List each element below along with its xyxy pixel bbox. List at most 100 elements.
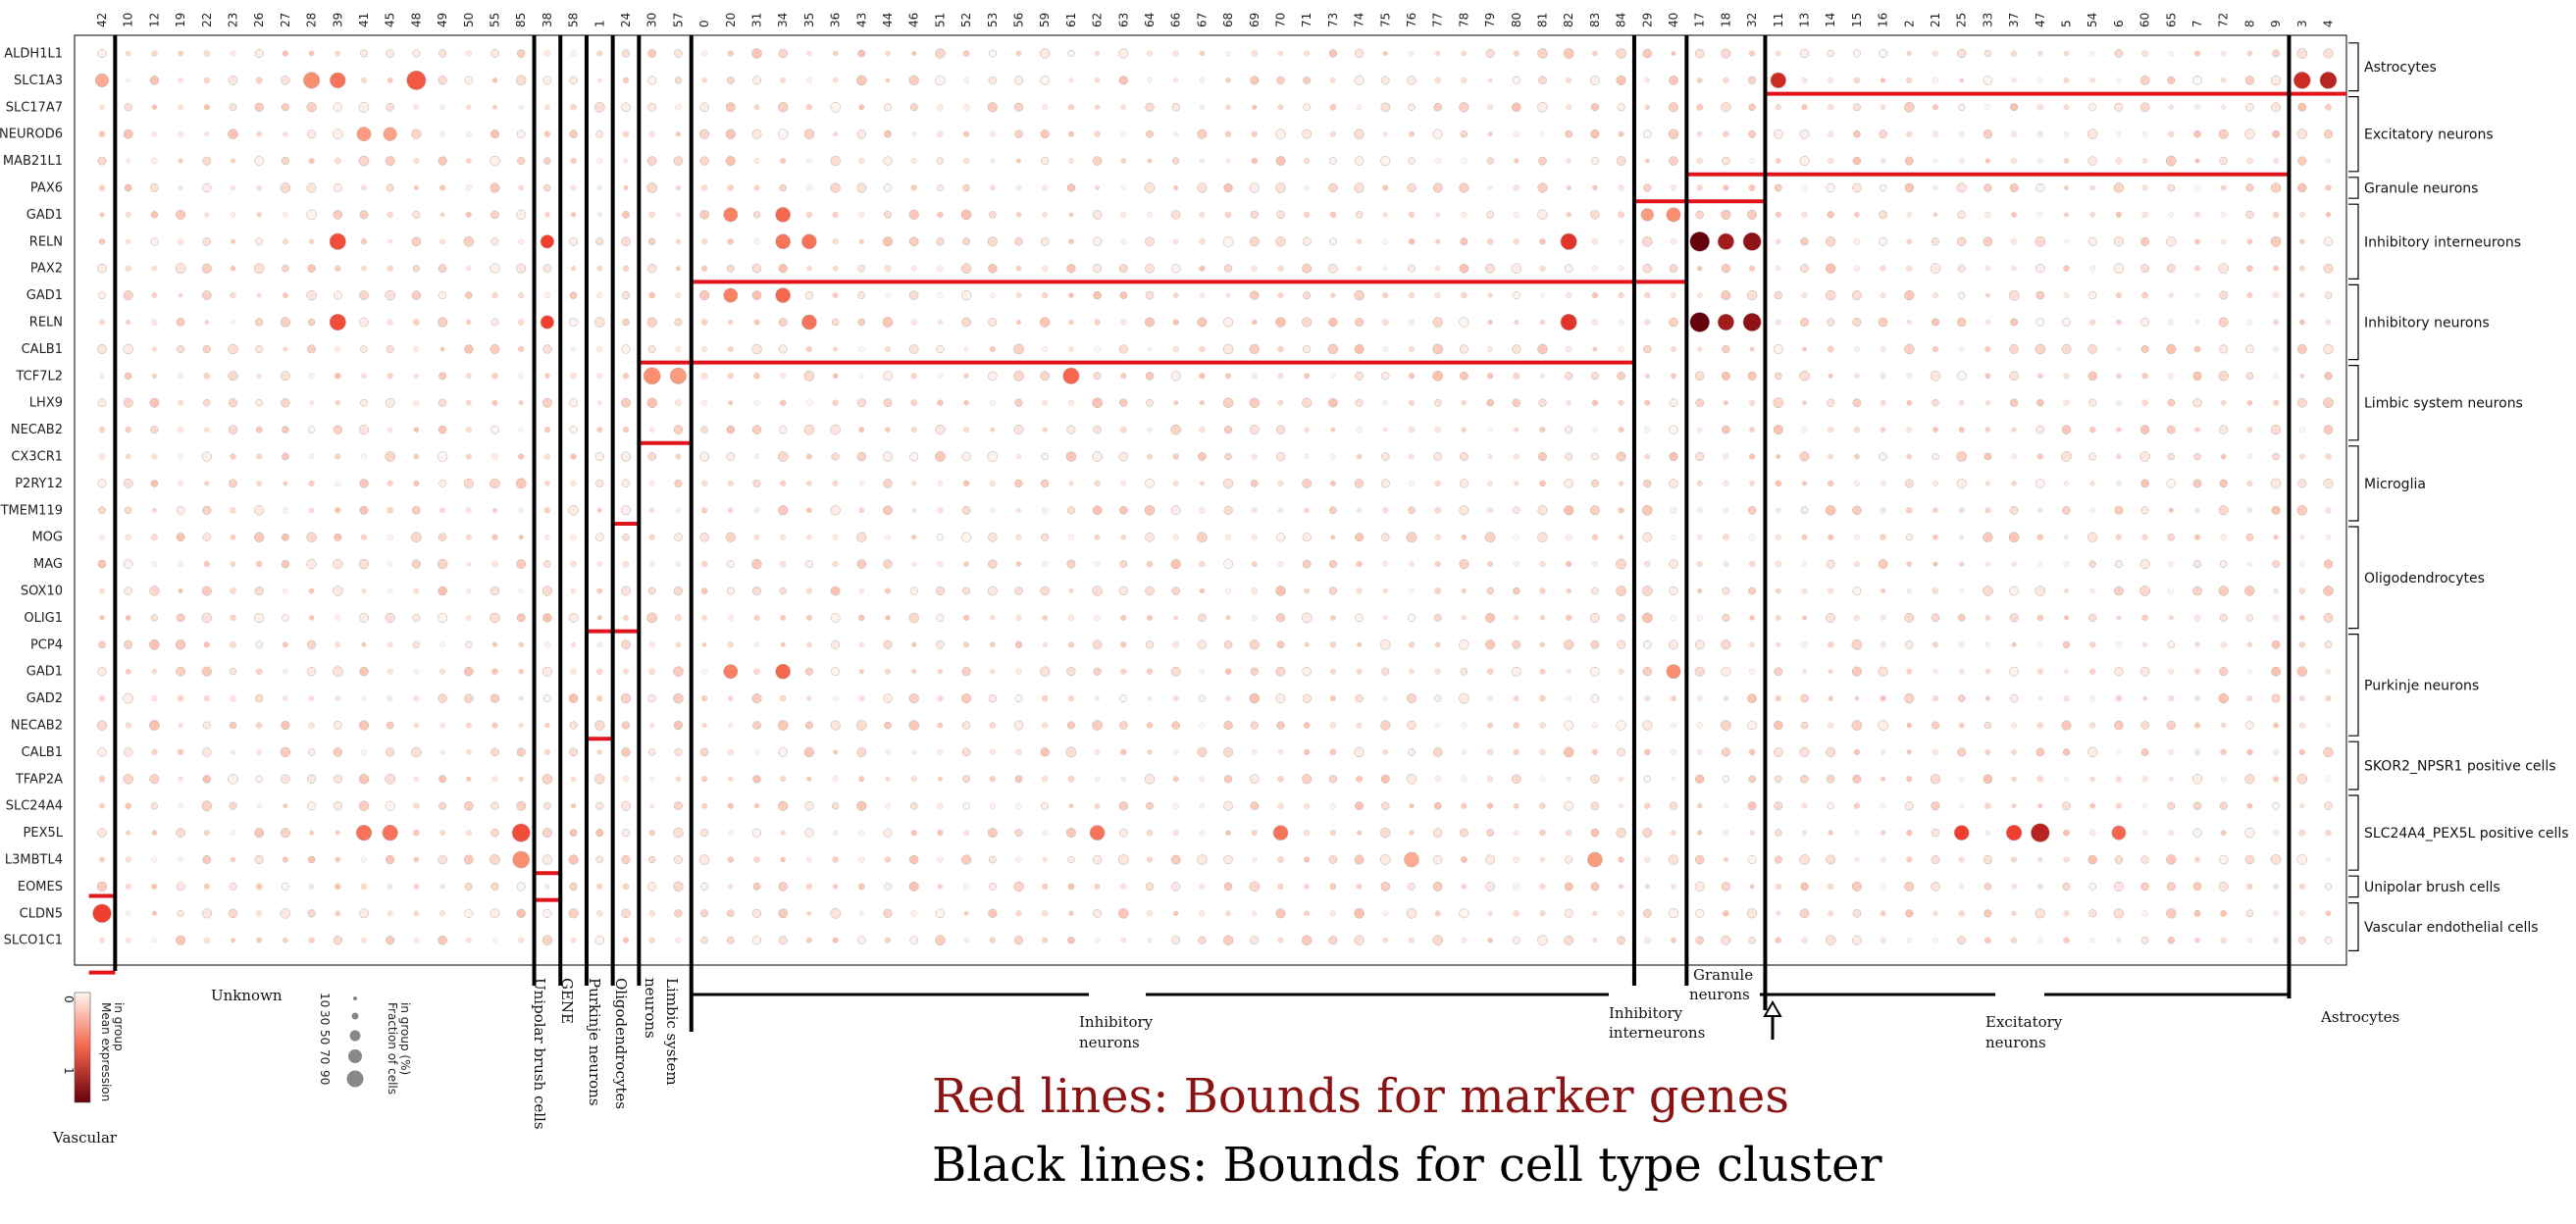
dot-tcf7l2-85 [518, 373, 525, 380]
dot-gad1-25 [1958, 291, 1966, 299]
dot-pcp4-6 [2115, 641, 2123, 648]
dot-pax6-54 [2089, 184, 2095, 191]
dot-reln-13 [1800, 318, 1809, 327]
dot-mog-2 [1905, 534, 1913, 541]
dot-l3mbtl4-40 [1668, 854, 1679, 865]
dot-necab2-31 [752, 721, 761, 730]
dot-pax6-35 [805, 184, 813, 191]
dot-slc24a4-60 [2141, 802, 2148, 809]
dot-neurod6-32 [1748, 129, 1756, 138]
dot-necab2-8 [2245, 721, 2254, 730]
dot-olig1-25 [1957, 614, 1966, 622]
dot-necab2-22 [202, 721, 211, 730]
dot-mab21l1-19 [178, 158, 183, 164]
dot-lhx9-23 [228, 398, 238, 408]
dot-mog-4 [2325, 535, 2332, 540]
dot-pex5l-19 [176, 828, 185, 838]
dot-aldh1l1-28 [308, 50, 315, 57]
dot-neurod6-82 [1565, 129, 1573, 138]
dot-slc1a3-27 [281, 76, 290, 85]
dot-eomes-69 [1249, 881, 1261, 892]
dot-gad1-21 [1932, 669, 1938, 675]
dot-pax6-31 [753, 184, 760, 191]
dot-p2ry12-42 [97, 479, 107, 488]
dot-l3mbtl4-79 [1485, 854, 1496, 865]
dot-slco1c1-56 [1014, 936, 1023, 945]
dot-pex5l-68 [1225, 830, 1231, 836]
dot-gad1-10 [125, 668, 131, 675]
dot-gad1-33 [1985, 292, 1990, 298]
cluster-label-39: 39 [331, 13, 344, 27]
dot-gad1-55 [491, 668, 498, 675]
dot-aldh1l1-34 [778, 48, 788, 59]
dot-tfap2a-17 [1695, 774, 1705, 784]
dot-cx3cr1-85 [518, 453, 525, 460]
dot-cldn5-34 [778, 908, 789, 919]
dot-pax2-6 [2113, 263, 2125, 274]
dot-aldh1l1-15 [1852, 49, 1861, 58]
dot-tmem119-44 [883, 505, 893, 516]
dot-slc24a4-5 [2062, 801, 2071, 811]
dot-calb1-64 [1147, 346, 1153, 352]
dot-tfap2a-70 [1277, 776, 1284, 783]
dot-neurod6-65 [2168, 130, 2175, 137]
gene-label-slc1a3: SLC1A3 [14, 74, 63, 88]
dot-mag-63 [1119, 560, 1128, 568]
dot-slc1a3-7 [2192, 76, 2202, 85]
dot-pax2-68 [1224, 264, 1233, 273]
dot-slco1c1-84 [1617, 936, 1625, 945]
dot-slc24a4-7 [2192, 801, 2202, 810]
dot-gad1-28 [306, 209, 317, 221]
dot-l3mbtl4-46 [909, 854, 919, 865]
dot-eomes-64 [1145, 882, 1155, 892]
dot-pax6-56 [1015, 184, 1022, 191]
dot-eomes-67 [1199, 883, 1206, 890]
dot-gad1-70 [1276, 210, 1285, 220]
dot-pex5l-42 [97, 828, 107, 838]
dot-slc17a7-61 [1067, 104, 1074, 111]
dot-tcf7l2-4 [2324, 372, 2333, 381]
dot-necab2-70 [1276, 721, 1285, 730]
dot-tmem119-32 [1747, 506, 1757, 515]
dot-cldn5-6 [2113, 908, 2125, 919]
dot-p2ry12-44 [883, 479, 893, 488]
dot-slc24a4-42 [99, 802, 105, 809]
dot-calb1-38 [542, 344, 552, 354]
dot-slc1a3-29 [1644, 77, 1650, 83]
dot-olig1-22 [201, 612, 213, 624]
dot-calb1-22 [202, 747, 212, 757]
dot-olig1-28 [308, 615, 315, 621]
dot-pex5l-43 [858, 829, 865, 837]
dot-slco1c1-57 [675, 937, 682, 944]
dot-aldh1l1-76 [1409, 51, 1415, 56]
dot-gad1-77 [1435, 212, 1441, 218]
dot-l3mbtl4-41 [361, 856, 367, 863]
dot-l3mbtl4-21 [1931, 855, 1940, 864]
dot-tfap2a-37 [2011, 776, 2017, 782]
dot-necab2-62 [1093, 425, 1102, 434]
dot-lhx9-62 [1092, 397, 1103, 408]
dot-pex5l-8 [2244, 827, 2255, 839]
dot-slc24a4-4 [2324, 801, 2333, 810]
dot-pax2-76 [1408, 264, 1416, 273]
dot-slc1a3-8 [2244, 76, 2255, 85]
dot-tmem119-46 [911, 508, 916, 513]
dot-mab21l1-60 [2141, 158, 2148, 164]
dot-slc17a7-62 [1095, 104, 1101, 110]
dot-reln-54 [2089, 319, 2096, 326]
dot-aldh1l1-40 [1671, 51, 1676, 56]
dot-sox10-48 [413, 587, 420, 594]
dot-pex5l-38 [541, 828, 552, 839]
arrow-icon [1763, 999, 1782, 1040]
cluster-label-45: 45 [384, 13, 397, 27]
dot-mag-23 [230, 561, 236, 567]
dot-gad1-24 [621, 290, 631, 300]
dot-pex5l-37 [2005, 824, 2023, 842]
dot-reln-60 [2140, 236, 2150, 246]
dot-gad2-74 [1355, 693, 1364, 703]
dot-gad2-58 [568, 693, 579, 703]
dot-gad1-31 [752, 211, 761, 219]
dot-eomes-51 [937, 884, 943, 890]
dot-mog-55 [491, 534, 498, 540]
dot-reln-42 [98, 319, 106, 326]
